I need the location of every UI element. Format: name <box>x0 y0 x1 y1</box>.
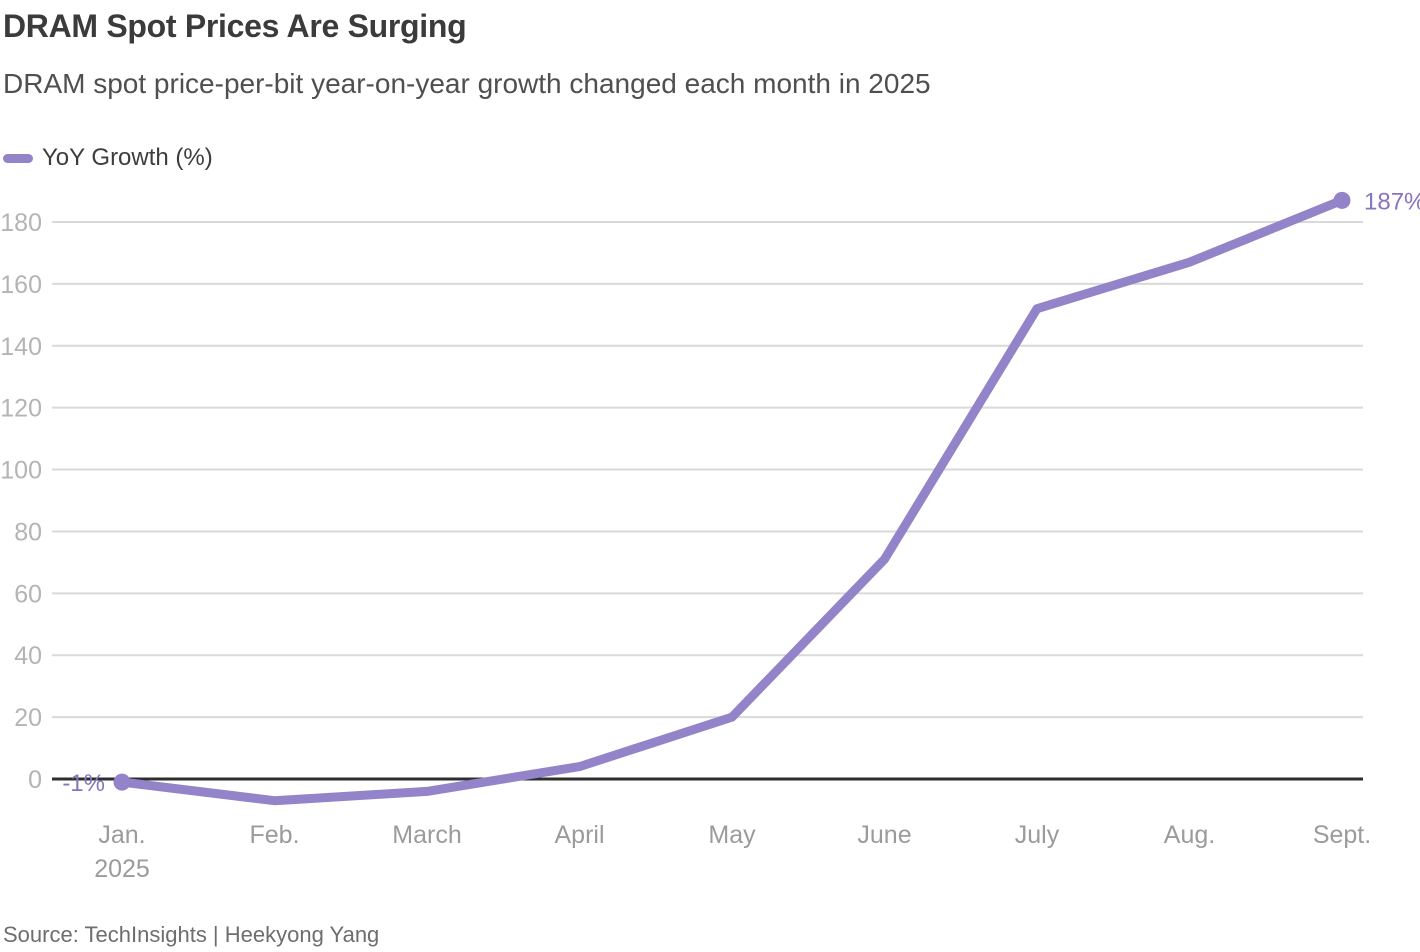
point-annotation: -1% <box>62 770 105 797</box>
x-tick-label: Feb. <box>249 821 299 849</box>
x-tick-label: Jan. <box>98 821 145 849</box>
legend: YoY Growth (%) <box>3 144 213 172</box>
chart-title: DRAM Spot Prices Are Surging <box>3 8 467 44</box>
y-tick-label: 140 <box>0 333 42 361</box>
chart-subtitle: DRAM spot price-per-bit year-on-year gro… <box>3 68 931 99</box>
x-tick-label: June <box>857 821 911 849</box>
y-tick-label: 100 <box>0 457 42 485</box>
y-tick-label: 0 <box>28 766 42 794</box>
x-tick-label: April <box>554 821 604 849</box>
x-tick-label: March <box>392 821 461 849</box>
data-point-marker <box>113 773 131 791</box>
x-tick-label: Sept. <box>1313 821 1371 849</box>
legend-swatch-icon <box>3 153 33 163</box>
data-point-marker <box>1333 191 1351 209</box>
chart-canvas: 0 20 40 60 80 100 120 140 160 180 -1% 187% Jan. Feb. M… <box>0 188 1420 883</box>
x-year-label: 2025 <box>94 855 150 883</box>
y-tick-label: 20 <box>14 704 42 732</box>
source-text: Source: TechInsights | Heekyong Yang <box>3 922 380 947</box>
yoy-growth-line-chart: 0 20 40 60 80 100 120 140 160 180 -1% 187% Jan. Feb. M… <box>0 185 1420 900</box>
x-tick-label: July <box>1015 821 1060 849</box>
y-tick-label: 120 <box>0 395 42 423</box>
y-tick-label: 60 <box>14 580 42 608</box>
y-tick-label: 180 <box>0 209 42 237</box>
x-tick-label: Aug. <box>1164 821 1215 849</box>
legend-label: YoY Growth (%) <box>42 144 213 171</box>
x-tick-label: May <box>708 821 756 849</box>
point-annotation: 187% <box>1364 188 1420 215</box>
y-tick-label: 160 <box>0 271 42 299</box>
y-tick-label: 80 <box>14 518 42 546</box>
y-tick-label: 40 <box>14 642 42 670</box>
series-line-yoy-growth <box>117 195 1347 806</box>
